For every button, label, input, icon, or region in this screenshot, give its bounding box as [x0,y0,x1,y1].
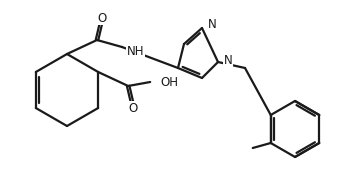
Text: N: N [224,54,233,67]
Text: O: O [129,102,138,115]
Text: OH: OH [160,76,178,89]
Text: N: N [208,17,217,31]
Text: O: O [97,12,107,25]
Text: NH: NH [127,44,145,57]
